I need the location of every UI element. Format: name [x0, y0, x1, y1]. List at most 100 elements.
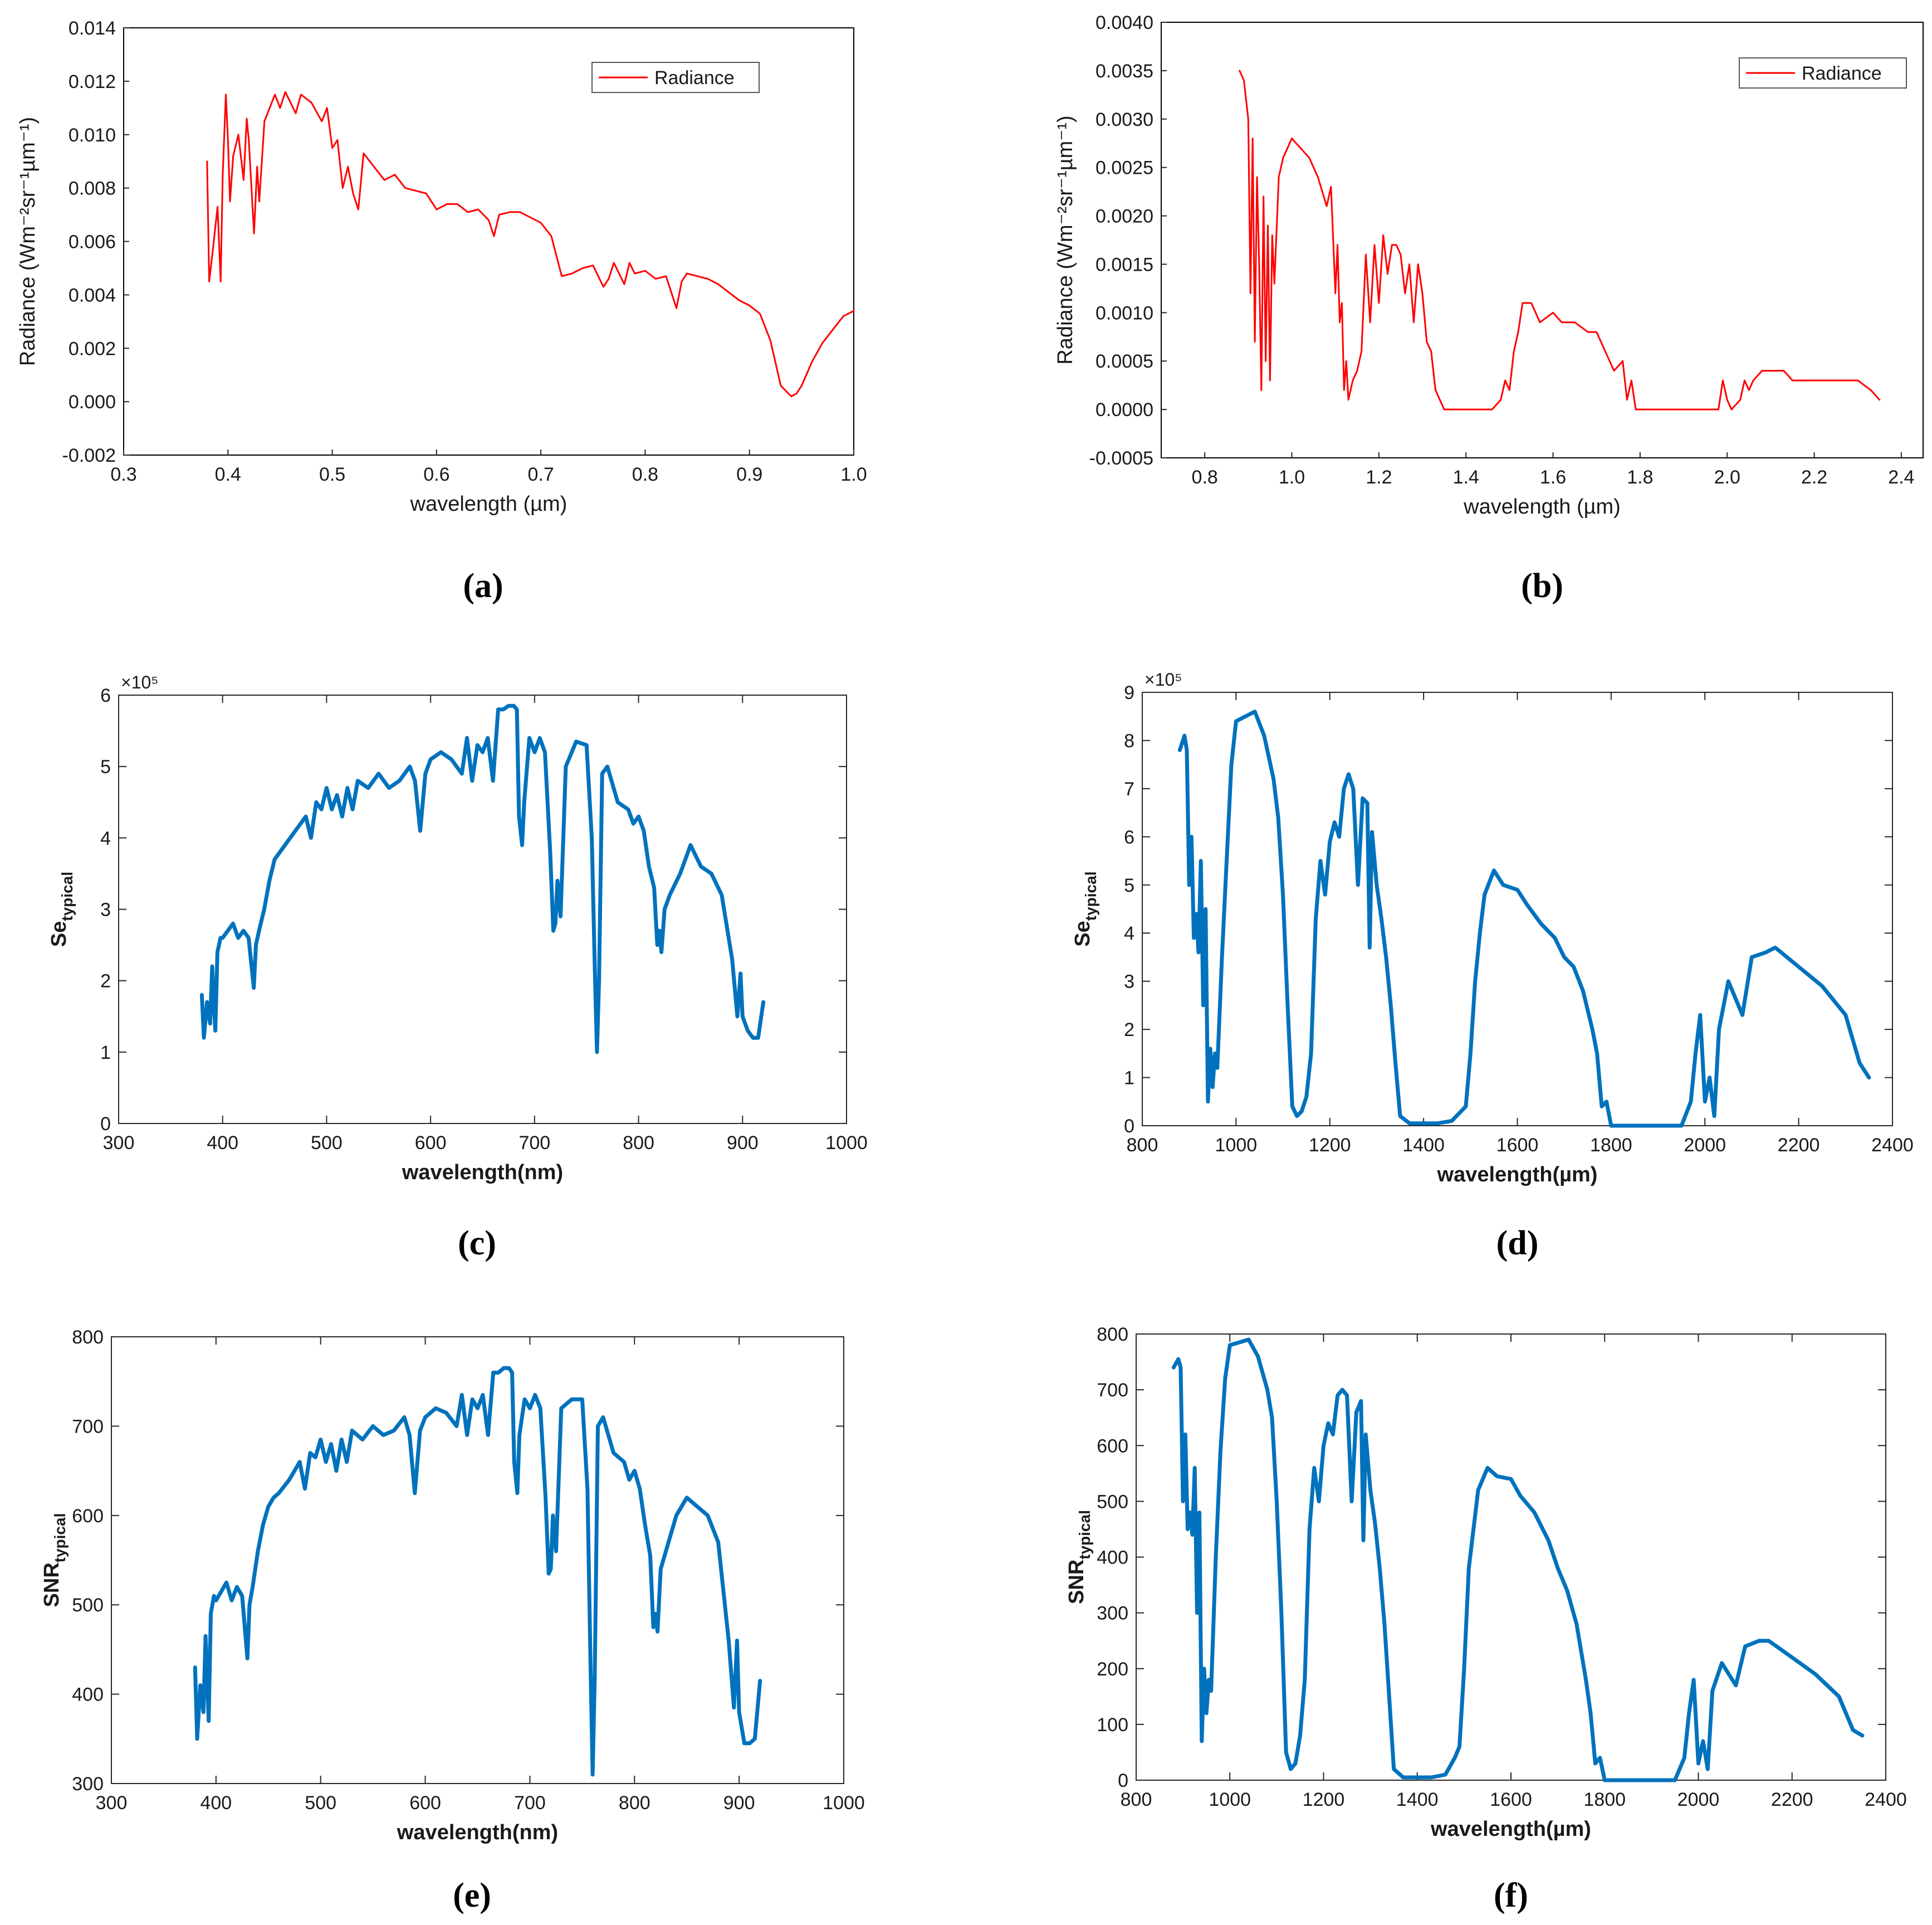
x-axis-label: wavelength(nm) [397, 1821, 558, 1844]
y-axis-label-sub: typical [1076, 1510, 1093, 1560]
y-tick-label: 0.0015 [1095, 254, 1153, 275]
x-tick-label: 1800 [1583, 1789, 1626, 1810]
x-tick-label: 400 [207, 1132, 238, 1154]
y-tick-label: 0.012 [69, 71, 116, 92]
chart-d: 800 1000 1200 1400 1600 1800 2000 2200 2400 0 1 2 3 4… [1071, 670, 1914, 1262]
y-axis-label-sub: typical [1082, 871, 1099, 921]
y-tick-label: 6 [100, 685, 111, 706]
x-tick-label: 1.0 [840, 464, 867, 485]
x-tick-label: 1800 [1590, 1135, 1632, 1156]
panel-caption: (c) [458, 1224, 496, 1262]
series-line [206, 91, 855, 397]
y-tick-label: 600 [1097, 1435, 1128, 1457]
y-tick-label: 200 [1097, 1659, 1128, 1680]
y-tick-label: 0.0030 [1095, 109, 1153, 130]
y-axis-label-main: SNR [40, 1562, 63, 1607]
x-tick-label: 1600 [1490, 1789, 1532, 1810]
y-tick-label: 0.002 [69, 338, 116, 359]
y-tick-label: 7 [1124, 779, 1134, 800]
x-tick-label: 1.6 [1540, 467, 1566, 488]
x-tick-label: 1000 [825, 1132, 868, 1154]
x-tick-label: 0.8 [1192, 467, 1218, 488]
x-tick-label: 800 [619, 1792, 650, 1814]
y-tick-label: 600 [72, 1506, 104, 1527]
chart-f: 800 1000 1200 1400 1600 1800 2000 2200 2400 0 100 2… [1065, 1324, 1907, 1914]
y-tick-label: 0.0000 [1095, 399, 1153, 421]
x-tick-label: 800 [1127, 1135, 1158, 1156]
x-tick-label: 1.2 [1366, 467, 1392, 488]
y-axis-label-main: Se [47, 921, 71, 947]
x-tick-label: 700 [514, 1792, 546, 1814]
x-tick-label: 1600 [1496, 1135, 1539, 1156]
x-tick-label: 400 [200, 1792, 232, 1814]
y-tick-label: 0.0040 [1095, 12, 1153, 33]
x-axis-label: wavelength(µm) [1430, 1817, 1591, 1841]
x-tick-label: 800 [1121, 1789, 1152, 1810]
y-tick-label: 700 [72, 1416, 104, 1437]
chart-c: 300 400 500 600 700 800 900 1000 0 1 2 3 4 5 6 waveleng… [47, 672, 868, 1262]
y-tick-label: 0 [100, 1113, 111, 1135]
x-tick-label: 2200 [1778, 1135, 1820, 1156]
x-axis-label: wavelength(nm) [402, 1161, 563, 1184]
x-tick-label: 2400 [1865, 1789, 1907, 1810]
y-tick-label: 5 [100, 756, 111, 778]
y-tick-label: 0.000 [69, 392, 116, 413]
y-multiplier: ×10⁵ [1144, 670, 1182, 690]
series-line [1239, 70, 1881, 411]
y-tick-label: 400 [72, 1684, 104, 1706]
y-tick-label: 4 [100, 828, 111, 849]
x-tick-label: 2000 [1684, 1135, 1726, 1156]
y-tick-label: -0.0005 [1089, 448, 1153, 469]
series-line [1177, 710, 1871, 1128]
y-tick-label: 800 [72, 1327, 104, 1348]
y-tick-label: 300 [1097, 1603, 1128, 1624]
x-tick-label: 1400 [1396, 1789, 1439, 1810]
y-axis-label-sub: typical [58, 872, 76, 921]
x-tick-label: 1400 [1402, 1135, 1445, 1156]
y-tick-label: 6 [1124, 827, 1134, 848]
legend-label: Radiance [654, 67, 735, 89]
x-tick-label: 1.4 [1453, 467, 1479, 488]
chart-panels: 0.3 0.4 0.5 0.6 0.7 0.8 0.9 1.0 -0.002 0.000 0.002… [16, 12, 1924, 1914]
chart-b: 0.8 1.0 1.2 1.4 1.6 1.8 2.0 2.2 2.4 -0.0005 0.0000… [1054, 12, 1924, 605]
plot-axes-box [111, 1336, 844, 1784]
y-tick-label: 0 [1118, 1770, 1128, 1791]
y-axis-label: SNRtypical [40, 1513, 69, 1608]
y-tick-label: 5 [1124, 875, 1134, 896]
x-tick-label: 600 [415, 1132, 447, 1154]
x-tick-label: 900 [727, 1132, 759, 1154]
x-tick-label: 2.4 [1888, 467, 1914, 488]
y-tick-label: 0.0005 [1095, 351, 1153, 372]
y-tick-label: 800 [1097, 1324, 1128, 1345]
y-tick-label: 0.0035 [1095, 61, 1153, 82]
x-tick-label: 1000 [1215, 1135, 1258, 1156]
y-tick-label: 500 [1097, 1491, 1128, 1512]
y-axis-label-main: Se [1071, 921, 1094, 946]
series-line [1171, 1337, 1865, 1782]
x-tick-label: 2.2 [1801, 467, 1827, 488]
x-tick-label: 0.6 [423, 464, 449, 485]
x-tick-label: 0.8 [632, 464, 658, 485]
y-tick-label: 2 [100, 971, 111, 992]
x-tick-label: 0.3 [110, 464, 136, 485]
legend-label: Radiance [1802, 63, 1882, 84]
y-tick-label: 700 [1097, 1380, 1128, 1401]
y-tick-label: 0.010 [69, 125, 116, 146]
series-line [199, 703, 766, 1054]
x-tick-label: 300 [103, 1132, 135, 1154]
y-tick-label: 500 [72, 1595, 104, 1616]
y-tick-label: 300 [72, 1773, 104, 1795]
y-tick-label: 9 [1124, 682, 1134, 703]
y-tick-label: 0.008 [69, 178, 116, 199]
panel-caption: (e) [453, 1877, 491, 1914]
panel-caption: (f) [1494, 1877, 1528, 1914]
y-axis-label: Setypical [1071, 871, 1099, 946]
x-tick-label: 2.0 [1714, 467, 1740, 488]
y-axis-label-main: SNR [1065, 1560, 1088, 1604]
y-axis-label: Setypical [47, 872, 76, 947]
panel-caption: (a) [463, 567, 503, 605]
x-tick-label: 500 [305, 1792, 336, 1814]
panel-caption: (b) [1521, 567, 1563, 605]
y-tick-label: 400 [1097, 1547, 1128, 1569]
